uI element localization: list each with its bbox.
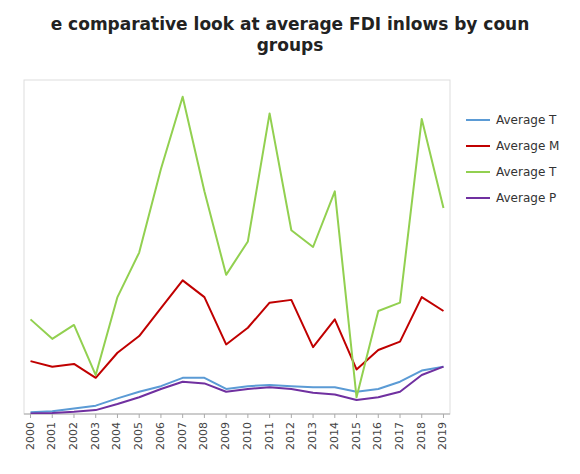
x-tick <box>313 414 314 418</box>
x-tick-label: 2004 <box>110 422 123 450</box>
chart: e comparative look at average FDI inlows… <box>0 0 580 474</box>
x-tick-label: 2005 <box>132 422 145 450</box>
x-tick-label: 2018 <box>415 422 428 450</box>
x-tick-label: 2009 <box>219 422 232 450</box>
legend-swatch <box>466 145 490 147</box>
series-line <box>31 367 444 414</box>
x-tick-label: 2002 <box>67 422 80 450</box>
x-tick <box>73 414 74 418</box>
x-tick-label: 2008 <box>197 422 210 450</box>
title: e comparative look at average FDI inlows… <box>51 14 530 55</box>
x-tick <box>247 414 248 418</box>
series-group <box>31 97 444 414</box>
x-tick <box>117 414 118 418</box>
series-line <box>31 280 444 377</box>
x-tick-label: 2003 <box>89 422 102 450</box>
x-tick <box>52 414 53 418</box>
x-tick <box>421 414 422 418</box>
x-tick-label: 2017 <box>393 422 406 450</box>
x-axis-line <box>24 414 450 415</box>
x-tick <box>30 414 31 418</box>
x-tick <box>400 414 401 418</box>
legend-label: Average M <box>496 139 559 153</box>
x-tick-label: 2000 <box>24 422 37 450</box>
x-tick <box>334 414 335 418</box>
title-line: groups <box>257 35 324 55</box>
x-tick <box>160 414 161 418</box>
x-tick-label: 2001 <box>45 422 58 450</box>
x-tick-label: 2013 <box>306 422 319 450</box>
legend-swatch <box>466 171 490 173</box>
x-tick <box>95 414 96 418</box>
x-tick <box>443 414 444 418</box>
legend-swatch <box>466 119 490 121</box>
x-tick <box>291 414 292 418</box>
legend-label: Average T <box>496 113 557 127</box>
x-tick-label: 2010 <box>241 422 254 450</box>
x-tick-label: 2006 <box>154 422 167 450</box>
series-line <box>31 97 444 398</box>
plot-frame <box>24 80 450 414</box>
x-tick <box>139 414 140 418</box>
x-tick-label: 2015 <box>350 422 363 450</box>
legend-label: Average P <box>496 191 556 205</box>
x-tick-label: 2014 <box>328 422 341 450</box>
x-tick <box>378 414 379 418</box>
x-tick <box>182 414 183 418</box>
x-tick-label: 2011 <box>263 422 276 450</box>
legend-label: Average T <box>496 165 557 179</box>
x-tick-label: 2016 <box>371 422 384 450</box>
x-tick-label: 2019 <box>436 422 449 450</box>
x-tick <box>269 414 270 418</box>
legend-swatch <box>466 197 490 199</box>
x-tick <box>226 414 227 418</box>
x-tick-label: 2007 <box>176 422 189 450</box>
x-tick-label: 2012 <box>284 422 297 450</box>
x-tick <box>204 414 205 418</box>
x-tick <box>356 414 357 418</box>
title-line: e comparative look at average FDI inlows… <box>51 14 530 34</box>
